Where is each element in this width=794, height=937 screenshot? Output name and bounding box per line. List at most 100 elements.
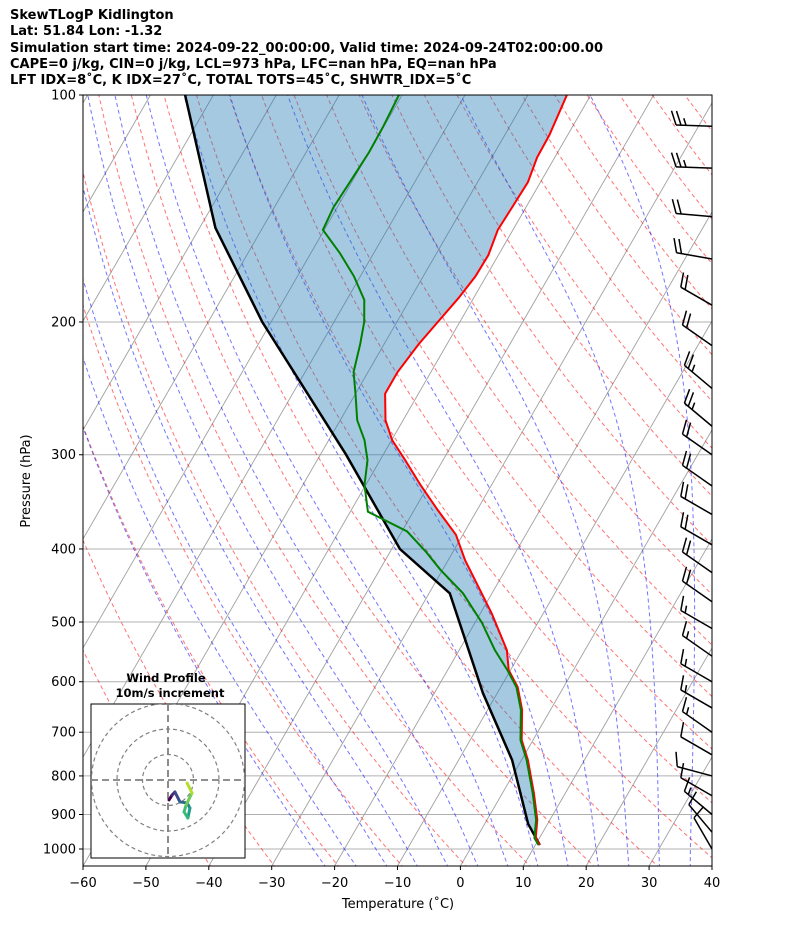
dry-adiabat [586, 95, 712, 265]
wind-barb [680, 722, 713, 756]
isotherm [208, 95, 655, 866]
wind-barbs [670, 110, 713, 850]
barb-full [680, 722, 685, 737]
x-tick-label: −10 [384, 876, 411, 891]
hodograph-segment [184, 791, 194, 807]
dry-adiabat [293, 95, 712, 698]
barb-full [685, 540, 692, 556]
isotherm [83, 95, 277, 431]
barb-full [675, 152, 682, 168]
isotherm [83, 95, 88, 104]
dry-adiabat [195, 95, 712, 859]
moist-adiabat [83, 277, 388, 866]
barb-full [680, 595, 685, 611]
title-line-times: Simulation start time: 2024-09-22_00:00:… [10, 40, 603, 56]
barb-half [684, 658, 688, 667]
barb-full [681, 450, 688, 466]
isotherm [459, 429, 712, 866]
barb-full [685, 422, 692, 438]
wind-barb [683, 777, 713, 816]
barb-staff [680, 736, 713, 756]
wind-barb [680, 481, 713, 516]
x-tick-label: 30 [641, 876, 658, 891]
hodograph-segment [173, 790, 182, 804]
y-tick-label: 700 [51, 726, 76, 741]
isotherm [83, 95, 214, 322]
moist-adiabat [229, 95, 569, 866]
y-tick-label: 300 [51, 448, 76, 463]
x-tick-label: −60 [69, 876, 96, 891]
dry-adiabat [489, 95, 712, 402]
barb-full [680, 272, 685, 288]
barb-full [670, 110, 677, 126]
x-tick-label: −50 [132, 876, 159, 891]
dry-adiabat [83, 424, 339, 866]
barb-full [681, 566, 688, 582]
wind-barb [681, 310, 713, 347]
wind-barb [681, 537, 713, 574]
isotherm [711, 865, 712, 866]
wind-barb [680, 763, 713, 797]
barb-full [673, 237, 678, 253]
barb-full [680, 675, 685, 691]
dry-adiabat [261, 95, 712, 750]
barb-full [671, 198, 677, 214]
isotherm [396, 320, 712, 866]
dry-adiabat [391, 95, 712, 546]
barb-full [681, 310, 688, 326]
barb-staff [683, 402, 713, 427]
isotherm [522, 538, 712, 866]
isotherm [334, 211, 712, 866]
barb-staff [680, 689, 713, 709]
wind-barb [681, 566, 713, 603]
moist-adiabat [114, 95, 479, 866]
barb-full [681, 537, 688, 553]
x-tick-label: −40 [195, 876, 222, 891]
moist-adiabat [87, 95, 449, 866]
barb-full [688, 791, 698, 806]
barb-full [681, 419, 688, 435]
barb-staff [683, 790, 713, 816]
y-tick-label: 400 [51, 542, 76, 557]
profiles [183, 95, 568, 846]
barb-half [684, 684, 688, 693]
hodograph-title: Wind Profile [126, 671, 206, 685]
dry-adiabat [98, 95, 531, 866]
moist-adiabat [460, 95, 660, 866]
barb-staff [675, 124, 713, 127]
x-tick-label: 20 [578, 876, 595, 891]
barb-staff [680, 526, 713, 546]
wind-barb [680, 675, 713, 709]
y-tick-label: 100 [51, 89, 76, 104]
barb-half [683, 117, 687, 126]
barb-full [675, 110, 682, 126]
barb-staff [688, 804, 713, 833]
wind-barb [693, 806, 713, 850]
barb-staff [680, 663, 713, 683]
barb-full [684, 484, 689, 500]
isotherm [271, 102, 712, 866]
chart-title: SkewTLogP Kidlington Lat: 51.84 Lon: -1.… [10, 8, 603, 89]
wind-barb [683, 351, 713, 390]
dry-adiabat [750, 95, 794, 868]
barb-full [684, 274, 689, 290]
barb-staff [680, 777, 713, 797]
isotherm [83, 95, 340, 540]
barb-full [678, 238, 683, 254]
hodograph-inset: Wind Profile 10m/s increment [90, 671, 246, 859]
barb-staff [680, 609, 713, 630]
barb-half [685, 707, 690, 715]
dry-adiabat [554, 95, 712, 310]
barb-staff [680, 286, 713, 306]
moist-adiabat [287, 95, 599, 866]
barb-full [685, 453, 692, 469]
title-line-location: Lat: 51.84 Lon: -1.32 [10, 24, 163, 40]
wind-barb [681, 621, 713, 657]
x-tick-label: −20 [321, 876, 348, 891]
temperature-line [384, 95, 568, 846]
barb-half [687, 787, 692, 795]
barb-full [675, 751, 678, 767]
moist-adiabat [361, 95, 630, 866]
dry-adiabat [358, 95, 712, 596]
title-line-station: SkewTLogP Kidlington [10, 8, 174, 23]
